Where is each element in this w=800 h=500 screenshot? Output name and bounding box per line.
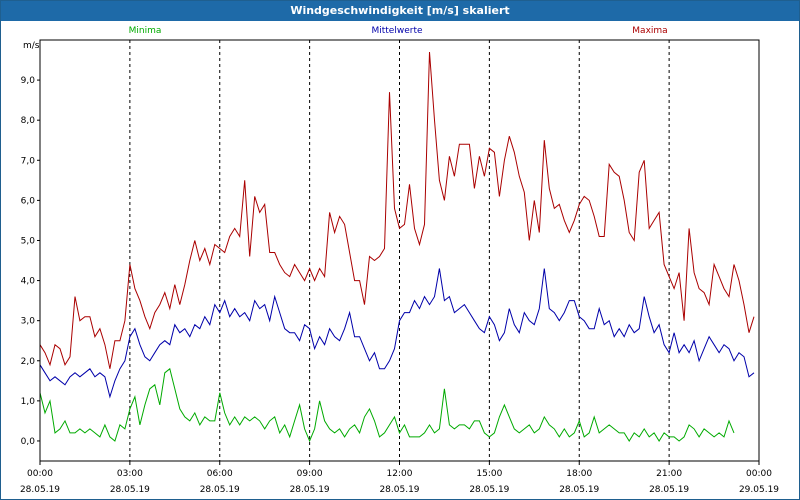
legend: Minima Mittelwerte Maxima: [129, 26, 668, 36]
x-tick-time-label: 09:00: [297, 469, 323, 479]
x-tick-date-label: 28.05.19: [469, 485, 509, 495]
legend-item-minima: Minima: [129, 26, 162, 36]
y-axis-unit-label: m/s: [23, 41, 40, 51]
x-tick-date-label: 28.05.19: [110, 485, 150, 495]
y-tick-label: 0,0: [21, 437, 36, 447]
x-tick-date-label: 28.05.19: [200, 485, 240, 495]
x-tick-date-label: 28.05.19: [20, 485, 60, 495]
x-tick-time-label: 00:00: [27, 469, 53, 479]
y-tick-label: 6,0: [21, 196, 36, 206]
y-axis-ticks: 0,0 1,0 2,0 3,0 4,0 5,0 6,0 7,0 8,0 9,0: [21, 76, 40, 447]
y-tick-label: 1,0: [21, 397, 36, 407]
x-tick-date-label: 28.05.19: [649, 485, 689, 495]
x-tick-time-label: 21:00: [656, 469, 682, 479]
x-tick-date-label: 28.05.19: [290, 485, 330, 495]
x-tick-time-label: 06:00: [207, 469, 233, 479]
y-tick-label: 7,0: [21, 156, 36, 166]
y-tick-label: 2,0: [21, 357, 36, 367]
legend-item-mittelwerte: Mittelwerte: [371, 26, 422, 36]
x-tick-time-label: 03:00: [117, 469, 143, 479]
series-line-mittelwerte: [39, 268, 755, 399]
x-tick-time-label: 18:00: [566, 469, 592, 479]
x-tick-date-label: 28.05.19: [559, 485, 599, 495]
window-title: Windgeschwindigkeit [m/s] skaliert: [1, 1, 799, 21]
series-line-maxima: [39, 51, 755, 369]
x-tick-date-label: 29.05.19: [739, 485, 779, 495]
legend-item-maxima: Maxima: [632, 26, 667, 36]
x-tick-time-label: 12:00: [387, 469, 413, 479]
y-tick-label: 8,0: [21, 116, 36, 126]
y-tick-label: 5,0: [21, 236, 36, 246]
series-lines: [39, 51, 755, 443]
x-tick-time-label: 00:00: [746, 469, 772, 479]
x-tick-date-label: 28.05.19: [379, 485, 419, 495]
y-tick-label: 4,0: [21, 277, 36, 287]
x-tick-time-label: 15:00: [476, 469, 502, 479]
grid-lines: [129, 40, 670, 461]
y-tick-label: 9,0: [21, 76, 36, 86]
x-axis-ticks: 00:00 28.05.19 03:00 28.05.19 06:00 28.05.19 0…: [20, 461, 779, 495]
series-line-minima: [39, 367, 735, 443]
y-tick-label: 3,0: [21, 317, 36, 327]
y-unit-group: m/s: [23, 41, 40, 51]
plot-frame: [39, 39, 760, 462]
